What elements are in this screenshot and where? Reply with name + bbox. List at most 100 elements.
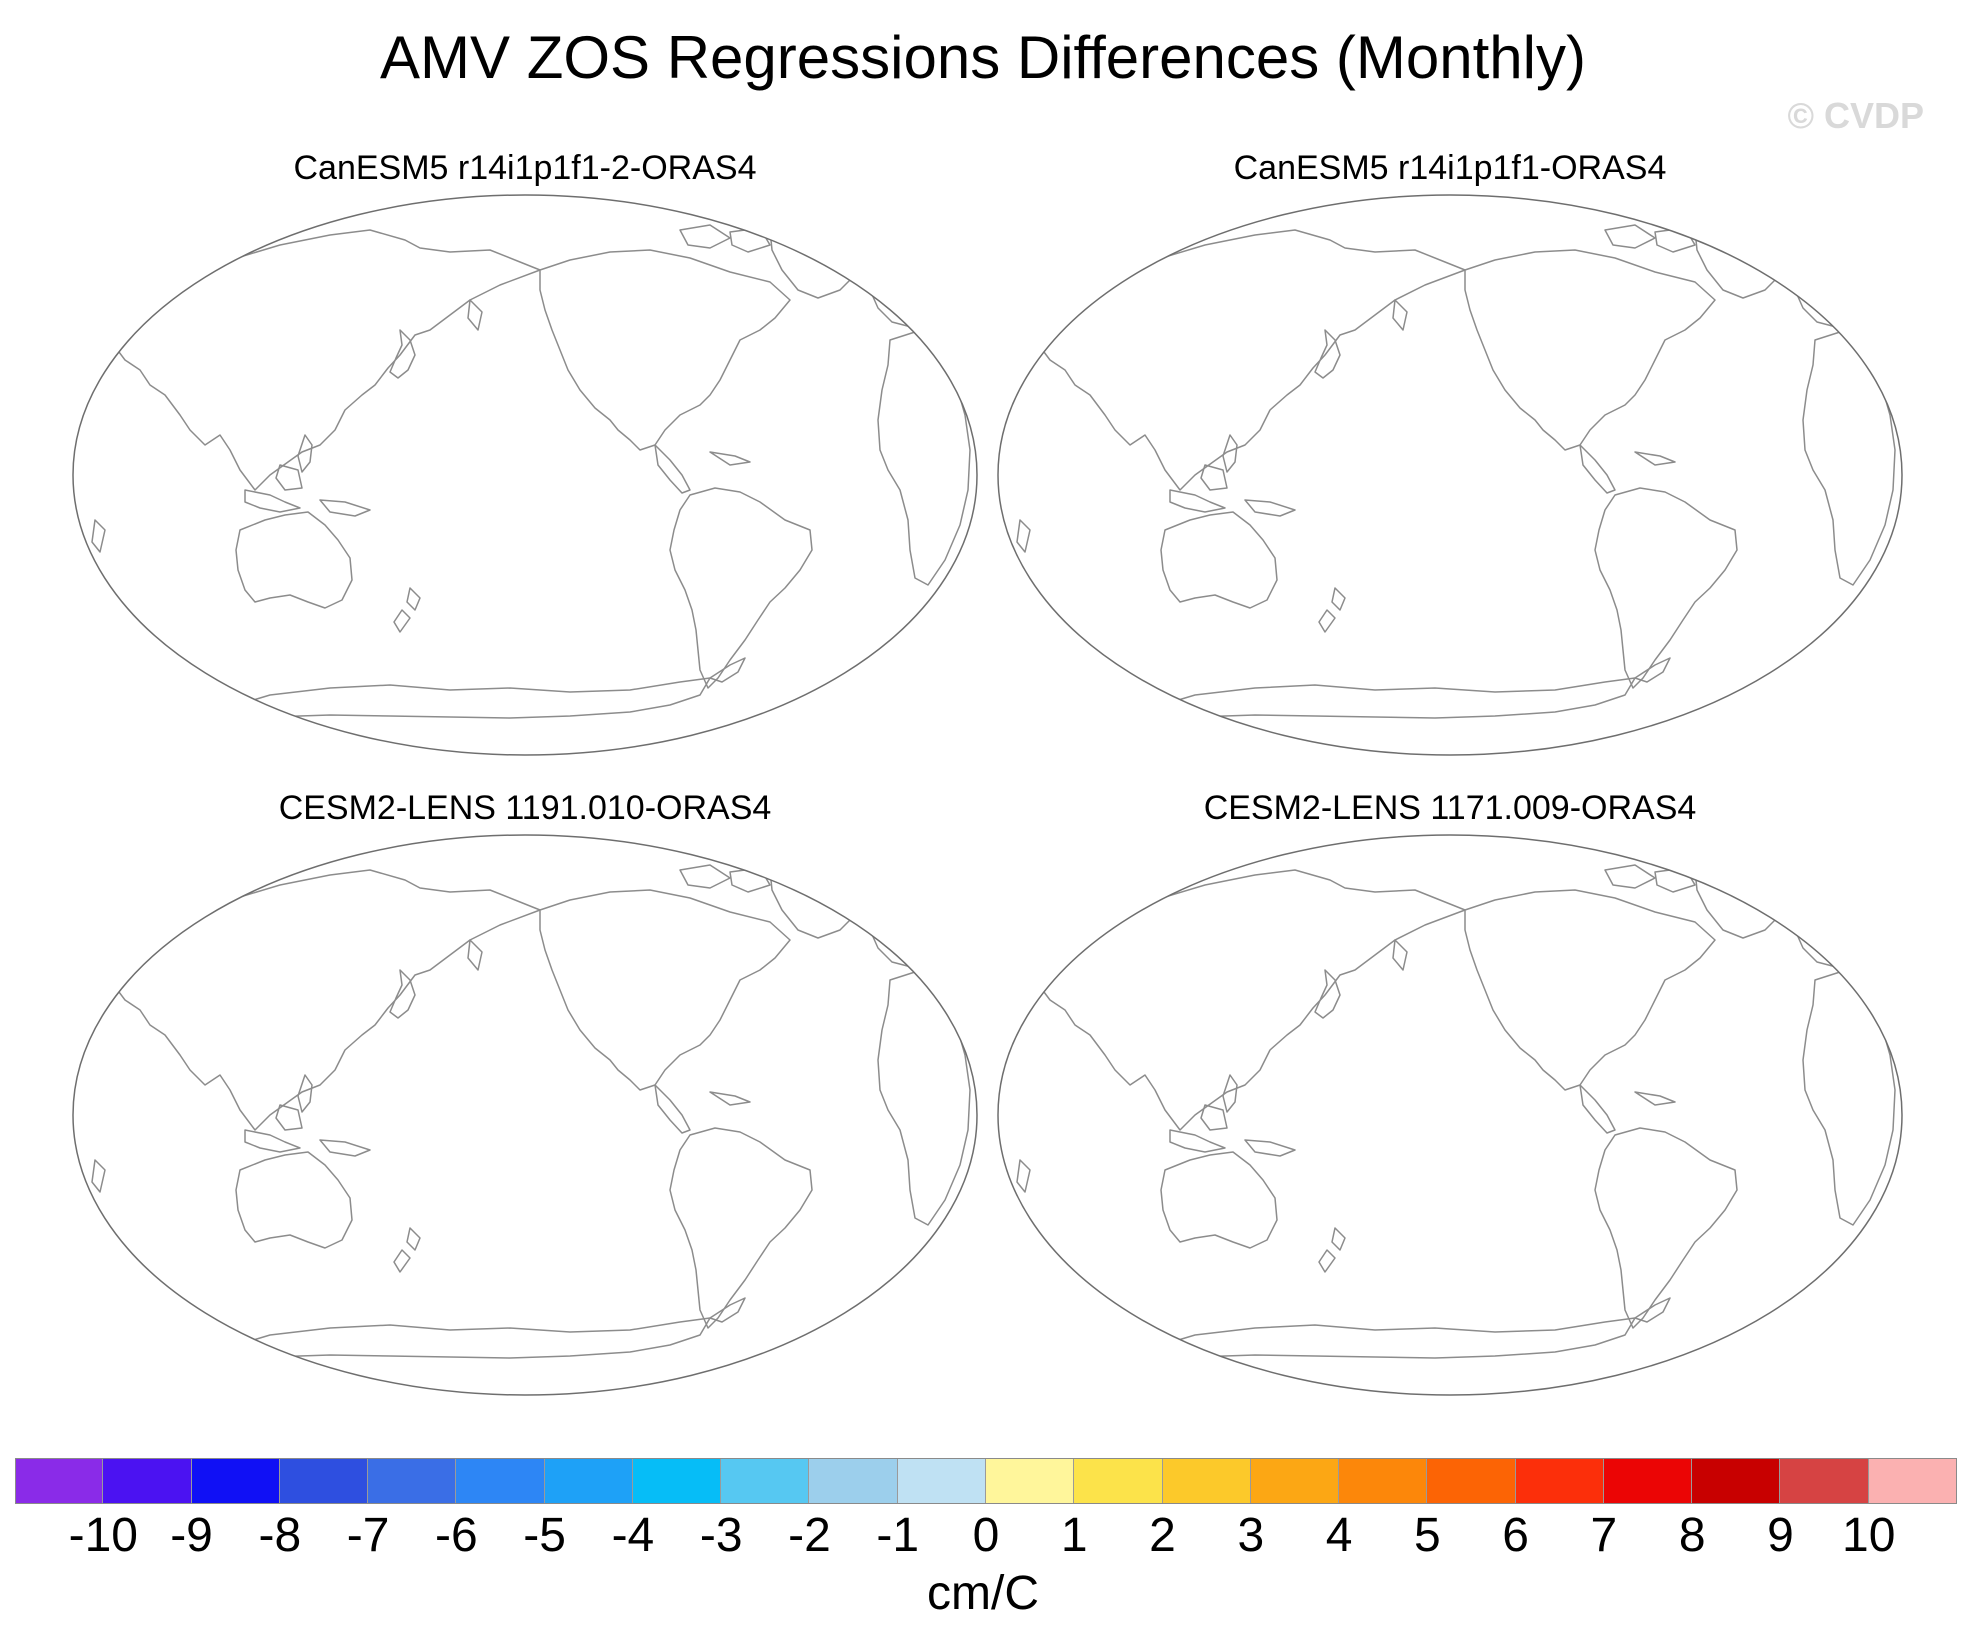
coastline bbox=[669, 1127, 813, 1329]
coastline bbox=[1200, 464, 1228, 491]
coastline bbox=[393, 609, 411, 633]
coastline bbox=[1016, 519, 1031, 553]
colorbar-tick-label: 6 bbox=[1502, 1509, 1529, 1562]
colorbar-box bbox=[279, 1458, 369, 1504]
map-panel-4: CESM2-LENS 1171.009-ORAS4 bbox=[995, 788, 1905, 1408]
coastline bbox=[1634, 1091, 1676, 1106]
colorbar-tick-label: 10 bbox=[1842, 1509, 1896, 1562]
coastline bbox=[709, 451, 751, 466]
coastline bbox=[297, 434, 313, 473]
coastline bbox=[1594, 1127, 1738, 1329]
colorbar-tick-label: 9 bbox=[1767, 1509, 1794, 1562]
colorbar-box bbox=[986, 1458, 1075, 1504]
colorbar-box bbox=[809, 1458, 898, 1504]
coastline bbox=[91, 1159, 106, 1193]
coastline bbox=[539, 249, 791, 451]
coastline bbox=[406, 1227, 421, 1251]
colorbar-box bbox=[1603, 1458, 1693, 1504]
coastline bbox=[877, 971, 971, 1226]
map-border bbox=[997, 834, 1903, 1396]
coastline bbox=[1318, 609, 1336, 633]
colorbar-box bbox=[1162, 1458, 1251, 1504]
coastline bbox=[1160, 1151, 1278, 1249]
coastlines bbox=[1016, 219, 1896, 721]
coastline bbox=[1392, 299, 1408, 331]
coastline bbox=[1634, 451, 1676, 466]
coastline bbox=[1034, 869, 1466, 1131]
colorbar-tick-label: -5 bbox=[523, 1509, 566, 1562]
coastline bbox=[219, 1317, 711, 1361]
coastline bbox=[1694, 859, 1796, 939]
colorbar-tick-labels: -10 -9 -8 -7 -6 -5 -4 -3 -2 -1 0 1 2 3 4 5 6 7 8 9 10 bbox=[15, 1508, 1957, 1568]
coastline bbox=[877, 331, 971, 586]
colorbar-box bbox=[368, 1458, 457, 1504]
colorbar-box bbox=[456, 1458, 545, 1504]
coastline bbox=[1244, 499, 1296, 517]
coastline bbox=[769, 859, 871, 939]
colorbar-tick-label: 7 bbox=[1590, 1509, 1618, 1562]
coastlines bbox=[1016, 859, 1896, 1361]
panel-title: CanESM5 r14i1p1f1-2-ORAS4 bbox=[293, 149, 757, 187]
coastline bbox=[467, 939, 483, 971]
coastline bbox=[297, 1074, 313, 1113]
colorbar-box bbox=[1868, 1458, 1957, 1504]
colorbar-box bbox=[1250, 1458, 1340, 1504]
coastline bbox=[1222, 1074, 1238, 1113]
colorbar-tick-label: 5 bbox=[1414, 1509, 1441, 1562]
coastline bbox=[1314, 969, 1341, 1019]
colorbar-tick-label: -1 bbox=[876, 1509, 920, 1562]
colorbar-tick-label: 2 bbox=[1149, 1509, 1176, 1562]
coastline bbox=[389, 329, 416, 379]
coastline bbox=[275, 1104, 303, 1131]
panel-title: CESM2-LENS 1191.010-ORAS4 bbox=[278, 789, 772, 827]
panel-title: CESM2-LENS 1171.009-ORAS4 bbox=[1203, 789, 1697, 827]
colorbar-tick-label: 3 bbox=[1237, 1509, 1265, 1562]
coastline bbox=[91, 519, 106, 553]
coastline bbox=[1579, 1084, 1616, 1134]
coastline bbox=[1318, 1249, 1336, 1273]
coastline bbox=[1604, 864, 1656, 889]
colorbar-box bbox=[1515, 1458, 1604, 1504]
coastline bbox=[109, 869, 541, 1131]
colorbar-tick-label: -6 bbox=[435, 1509, 478, 1562]
coastline bbox=[709, 1297, 746, 1323]
map-border bbox=[997, 194, 1903, 756]
coastline bbox=[235, 1151, 353, 1249]
coastline bbox=[1392, 939, 1408, 971]
coastline bbox=[1244, 1139, 1296, 1157]
colorbar bbox=[15, 1458, 1957, 1504]
coastline bbox=[679, 224, 731, 249]
coastline bbox=[319, 1139, 371, 1157]
coastlines bbox=[91, 219, 971, 721]
map-panel-2: CanESM5 r14i1p1f1-ORAS4 bbox=[995, 148, 1905, 768]
coastline bbox=[654, 1084, 691, 1134]
colorbar-box bbox=[15, 1458, 104, 1504]
coastline bbox=[1144, 677, 1636, 721]
world-map bbox=[997, 194, 1903, 756]
coastline bbox=[235, 511, 353, 609]
colorbar-box bbox=[544, 1458, 633, 1504]
coastline bbox=[1169, 489, 1226, 513]
cvdp-credit: © CVDP bbox=[1787, 95, 1924, 136]
coastline bbox=[389, 969, 416, 1019]
coastline bbox=[1802, 331, 1896, 586]
map-border bbox=[72, 194, 978, 756]
coastline bbox=[1144, 1317, 1636, 1361]
colorbar-tick-label: -3 bbox=[699, 1509, 743, 1562]
colorbar-box bbox=[103, 1458, 192, 1504]
figure-title: AMV ZOS Regressions Differences (Monthly… bbox=[380, 24, 1586, 91]
coastline bbox=[275, 464, 303, 491]
colorbar-box bbox=[1427, 1458, 1516, 1504]
coastline bbox=[1331, 587, 1346, 611]
coastline bbox=[244, 489, 301, 513]
coastline bbox=[1314, 329, 1341, 379]
coastline bbox=[1331, 1227, 1346, 1251]
world-map bbox=[997, 834, 1903, 1396]
world-map bbox=[72, 194, 978, 756]
coastlines bbox=[91, 859, 971, 1361]
coastline bbox=[319, 499, 371, 517]
colorbar-tick-label: -7 bbox=[346, 1509, 390, 1562]
coastline bbox=[539, 889, 791, 1091]
coastline bbox=[1579, 444, 1616, 494]
coastline bbox=[679, 864, 731, 889]
